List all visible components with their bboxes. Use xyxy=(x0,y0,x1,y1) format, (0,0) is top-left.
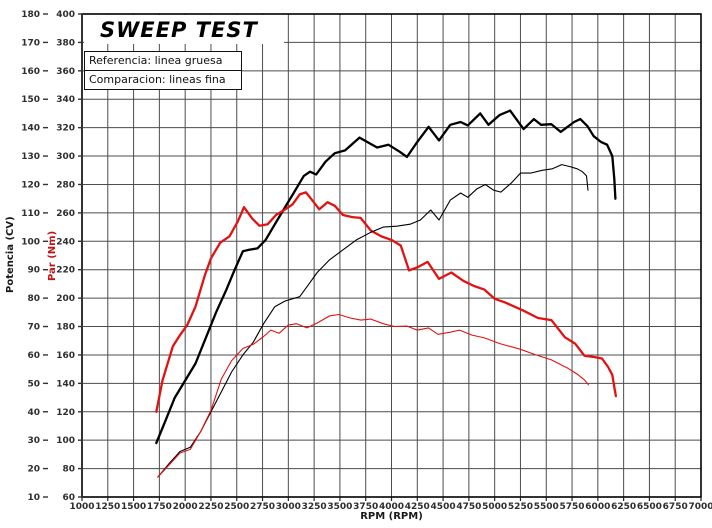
svg-text:60: 60 xyxy=(62,493,75,503)
svg-text:180: 180 xyxy=(56,323,75,333)
svg-text:5250: 5250 xyxy=(508,502,533,512)
svg-text:140: 140 xyxy=(56,379,75,389)
svg-text:3500: 3500 xyxy=(327,502,352,512)
svg-text:10: 10 xyxy=(27,493,40,503)
svg-text:3250: 3250 xyxy=(302,502,327,512)
legend-comparison-label: Comparacion: lineas fina xyxy=(89,73,226,86)
svg-text:5500: 5500 xyxy=(534,502,559,512)
svg-text:140: 140 xyxy=(21,124,40,134)
svg-text:320: 320 xyxy=(56,124,75,134)
legend-reference-label: Referencia: linea gruesa xyxy=(85,52,241,71)
svg-text:2250: 2250 xyxy=(198,502,223,512)
chart-title: SWEEP TEST xyxy=(100,17,258,42)
svg-text:220: 220 xyxy=(56,266,75,276)
svg-text:2750: 2750 xyxy=(250,502,275,512)
svg-text:150: 150 xyxy=(21,95,40,105)
svg-text:110: 110 xyxy=(21,209,40,219)
svg-text:40: 40 xyxy=(27,408,40,418)
svg-text:1500: 1500 xyxy=(121,502,146,512)
svg-text:90: 90 xyxy=(27,266,40,276)
svg-text:70: 70 xyxy=(27,323,40,333)
svg-text:280: 280 xyxy=(56,180,75,190)
svg-text:3750: 3750 xyxy=(353,502,378,512)
svg-text:50: 50 xyxy=(27,379,40,389)
power-tick-labels: 10 20 30 40 50 60 70 80 90 100 110 120 130 140 150 160 1… xyxy=(21,10,48,503)
svg-text:260: 260 xyxy=(56,209,75,219)
svg-text:60: 60 xyxy=(27,351,40,361)
svg-text:340: 340 xyxy=(56,95,75,105)
svg-text:6500: 6500 xyxy=(637,502,662,512)
svg-text:4000: 4000 xyxy=(379,502,404,512)
svg-text:6000: 6000 xyxy=(585,502,610,512)
series-torque_reference xyxy=(155,191,618,413)
svg-text:1000: 1000 xyxy=(69,502,94,512)
svg-text:1750: 1750 xyxy=(147,502,172,512)
series-torque_comparison xyxy=(157,313,590,478)
series-power_comparison xyxy=(157,164,589,478)
rpm-axis-title: RPM (RPM) xyxy=(360,511,423,522)
svg-text:1250: 1250 xyxy=(95,502,120,512)
svg-text:20: 20 xyxy=(27,465,40,475)
svg-text:360: 360 xyxy=(56,67,75,77)
svg-text:4500: 4500 xyxy=(431,502,456,512)
svg-text:120: 120 xyxy=(56,408,75,418)
svg-text:180: 180 xyxy=(21,10,40,20)
svg-text:2000: 2000 xyxy=(173,502,198,512)
svg-text:4750: 4750 xyxy=(456,502,481,512)
svg-text:120: 120 xyxy=(21,180,40,190)
svg-text:5000: 5000 xyxy=(482,502,507,512)
svg-text:6750: 6750 xyxy=(663,502,688,512)
svg-text:2500: 2500 xyxy=(224,502,249,512)
svg-text:200: 200 xyxy=(56,294,75,304)
svg-text:3000: 3000 xyxy=(276,502,301,512)
torque-axis-title: Par (Nm) xyxy=(47,230,58,281)
svg-text:380: 380 xyxy=(56,38,75,48)
svg-text:80: 80 xyxy=(27,294,40,304)
svg-text:100: 100 xyxy=(56,436,75,446)
svg-text:4250: 4250 xyxy=(405,502,430,512)
svg-text:5750: 5750 xyxy=(560,502,585,512)
chart-legend: Referencia: linea gruesa Comparacion: li… xyxy=(84,51,242,90)
torque-tick-labels: 60 80 100 120 140 160 180 200 220 240 260 280 300 320… xyxy=(56,10,83,503)
svg-text:100: 100 xyxy=(21,237,40,247)
svg-text:300: 300 xyxy=(56,152,75,162)
svg-text:170: 170 xyxy=(21,38,40,48)
svg-text:160: 160 xyxy=(56,351,75,361)
svg-text:160: 160 xyxy=(21,67,40,77)
svg-text:80: 80 xyxy=(62,465,75,475)
svg-text:240: 240 xyxy=(56,237,75,247)
x-tick-labels: 1000 1250 1500 1750 2000 2250 2500 2750 3000 3250… xyxy=(69,497,712,512)
svg-text:30: 30 xyxy=(27,436,40,446)
chart-title-box: SWEEP TEST xyxy=(84,15,284,44)
svg-text:400: 400 xyxy=(56,10,75,20)
svg-text:7000: 7000 xyxy=(688,502,712,512)
power-axis-title: Potencia (CV) xyxy=(5,216,16,293)
series-power_reference xyxy=(155,109,617,445)
svg-text:6250: 6250 xyxy=(611,502,636,512)
svg-text:130: 130 xyxy=(21,152,40,162)
